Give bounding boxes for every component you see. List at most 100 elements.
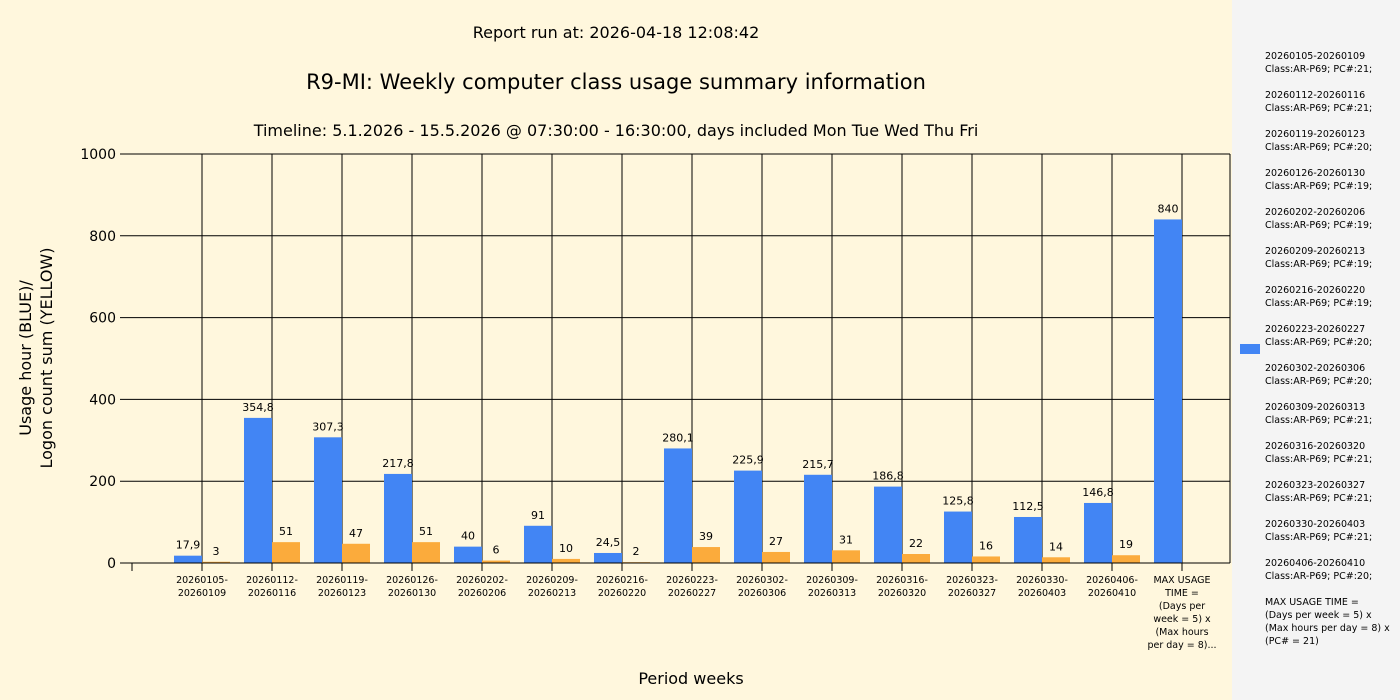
x-tick-label: 20260220 xyxy=(598,588,646,599)
bar-usage xyxy=(874,486,902,563)
x-tick-label: 20260119- xyxy=(316,575,368,586)
x-tick-label: (Days per xyxy=(1159,601,1205,612)
bar-usage xyxy=(314,437,342,563)
data-label: 217,8 xyxy=(382,457,414,470)
data-label: 47 xyxy=(349,527,363,540)
legend-swatch xyxy=(1240,344,1260,354)
x-tick-label: (Max hours xyxy=(1155,627,1208,638)
x-tick-label: 20260302- xyxy=(736,575,788,586)
bar-usage xyxy=(524,525,552,563)
legend-item: 20260216-20260220 Class:AR-P69; PC#:19; xyxy=(1265,285,1373,309)
x-tick-label: MAX USAGE xyxy=(1153,575,1210,586)
bar-logon xyxy=(342,543,370,563)
x-tick-label: 20260116 xyxy=(248,588,296,599)
data-label: 10 xyxy=(559,542,573,555)
data-label: 17,9 xyxy=(176,539,201,552)
x-tick-label: 20260216- xyxy=(596,575,648,586)
x-tick-label: 20260330- xyxy=(1016,575,1068,586)
x-tick-label: per day = 8)... xyxy=(1147,640,1216,651)
bar-logon xyxy=(832,550,860,563)
data-label: 280,1 xyxy=(662,431,694,444)
bar-logon xyxy=(1042,557,1070,563)
x-tick-label: 20260227 xyxy=(668,588,716,599)
data-label: 91 xyxy=(531,509,545,522)
x-tick-label: 20260130 xyxy=(388,588,436,599)
bar-chart: 0 200 400 600 800 1000 20260105- 20260109 17,9 3 2… xyxy=(80,147,1231,651)
bar-usage xyxy=(244,417,272,563)
legend-item: 20260309-20260313 Class:AR-P69; PC#:21; xyxy=(1265,402,1373,426)
x-tick-label: 20260309- xyxy=(806,575,858,586)
x-tick-label: 20260206 xyxy=(458,588,506,599)
x-tick-label: 20260327 xyxy=(948,588,996,599)
data-label: 3 xyxy=(213,545,220,558)
x-tick-label: 20260123 xyxy=(318,588,366,599)
x-tick-label: 20260406- xyxy=(1086,575,1138,586)
legend-item: 20260119-20260123 Class:AR-P69; PC#:20; xyxy=(1265,129,1373,153)
bar-usage xyxy=(664,448,692,563)
report-run-time: Report run at: 2026-04-18 12:08:42 xyxy=(472,23,760,42)
data-label: 112,5 xyxy=(1012,500,1044,513)
bar-logon xyxy=(1112,555,1140,563)
data-label: 24,5 xyxy=(596,536,621,549)
y-tick-label: 800 xyxy=(89,229,116,245)
x-tick-label: 20260410 xyxy=(1088,588,1136,599)
x-tick-label: 20260223- xyxy=(666,575,718,586)
bar-usage xyxy=(734,470,762,563)
x-tick-label: 20260306 xyxy=(738,588,786,599)
data-label: 307,3 xyxy=(312,420,344,433)
x-tick-label: 20260202- xyxy=(456,575,508,586)
data-label: 354,8 xyxy=(242,401,274,414)
bar-usage xyxy=(944,511,972,563)
bar-logon xyxy=(202,561,230,563)
data-label: 40 xyxy=(461,530,475,543)
legend-item: 20260112-20260116 Class:AR-P69; PC#:21; xyxy=(1265,90,1373,114)
y-tick-label: 400 xyxy=(89,392,116,408)
bar-logon xyxy=(412,542,440,563)
bar-usage xyxy=(454,546,482,563)
data-label: 27 xyxy=(769,535,783,548)
legend-item: 20260302-20260306 Class:AR-P69; PC#:20; xyxy=(1265,363,1373,387)
chart-subtitle: Timeline: 5.1.2026 - 15.5.2026 @ 07:30:0… xyxy=(253,121,979,140)
x-tick-label: 20260403 xyxy=(1018,588,1066,599)
data-label: 14 xyxy=(1049,540,1063,553)
bar-logon xyxy=(972,556,1000,563)
bar-usage xyxy=(174,555,202,563)
data-label: 51 xyxy=(279,525,293,538)
data-label: 19 xyxy=(1119,538,1133,551)
bar-logon xyxy=(272,542,300,563)
data-label: 125,8 xyxy=(942,495,974,508)
legend-item: 20260202-20260206 Class:AR-P69; PC#:19; xyxy=(1265,207,1373,231)
x-tick-label: TIME = xyxy=(1164,588,1199,599)
bar-usage xyxy=(1154,219,1182,563)
bar-logon xyxy=(482,560,510,563)
legend-item: MAX USAGE TIME = (Days per week = 5) x (… xyxy=(1265,597,1390,647)
data-label: 840 xyxy=(1158,202,1179,215)
data-label: 51 xyxy=(419,525,433,538)
x-tick-label: 20260320 xyxy=(878,588,926,599)
bar-usage xyxy=(384,473,412,563)
y-tick-label: 1000 xyxy=(80,147,116,163)
x-tick-label: 20260313 xyxy=(808,588,856,599)
x-tick-label: 20260209- xyxy=(526,575,578,586)
y-tick-label: 0 xyxy=(107,556,116,572)
legend-item: 20260406-20260410 Class:AR-P69; PC#:20; xyxy=(1265,558,1373,582)
bar-usage xyxy=(1084,502,1112,563)
data-label: 39 xyxy=(699,530,713,543)
x-tick-label: 20260316- xyxy=(876,575,928,586)
x-tick-label: 20260323- xyxy=(946,575,998,586)
data-label: 146,8 xyxy=(1082,486,1114,499)
x-tick-label: 20260112- xyxy=(246,575,298,586)
x-tick-label: 20260109 xyxy=(178,588,226,599)
legend-item: 20260330-20260403 Class:AR-P69; PC#:21; xyxy=(1265,519,1373,543)
bar-usage xyxy=(1014,516,1042,563)
legend-item: 20260105-20260109 Class:AR-P69; PC#:21; xyxy=(1265,51,1373,75)
data-label: 225,9 xyxy=(732,454,764,467)
data-label: 31 xyxy=(839,533,853,546)
data-label: 22 xyxy=(909,537,923,550)
data-label: 2 xyxy=(633,545,640,558)
data-label: 186,8 xyxy=(872,470,904,483)
legend: 20260105-20260109 Class:AR-P69; PC#:21; 2… xyxy=(1232,0,1400,700)
legend-item: 20260316-20260320 Class:AR-P69; PC#:21; xyxy=(1265,441,1373,465)
x-tick-label: 20260213 xyxy=(528,588,576,599)
bar-logon xyxy=(762,551,790,563)
